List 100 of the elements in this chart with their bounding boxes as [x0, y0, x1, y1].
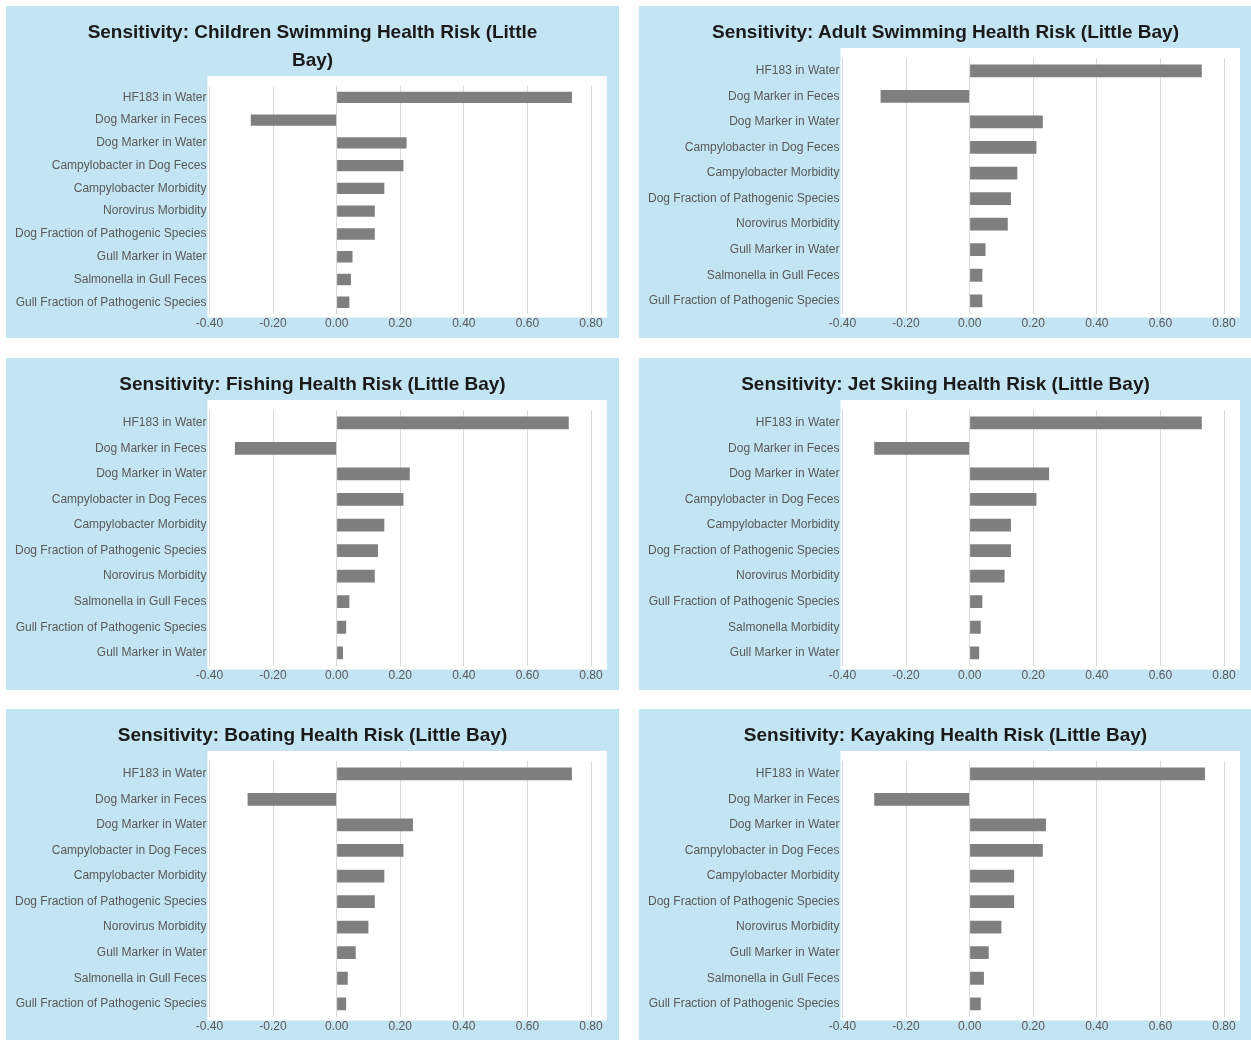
y-tick-label: Campylobacter in Dog Feces	[684, 139, 840, 154]
bar	[337, 228, 375, 240]
y-tick-label: Salmonella in Gull Feces	[73, 970, 207, 985]
y-tick-label: Gull Fraction of Pathogenic Species	[15, 996, 207, 1011]
x-tick-label: 0.80	[579, 1019, 603, 1034]
x-tick-label: -0.40	[195, 1019, 224, 1034]
x-tick-label: -0.20	[259, 668, 288, 683]
y-tick-label: Dog Marker in Feces	[728, 88, 840, 103]
x-tick-label: 0.00	[957, 668, 982, 683]
y-tick-label: Salmonella in Gull Feces	[706, 267, 840, 282]
x-tick-label: 0.20	[388, 316, 413, 331]
bar	[337, 620, 347, 634]
y-tick-label: HF183 in Water	[755, 766, 840, 781]
x-tick-label: -0.20	[259, 316, 288, 331]
bar	[970, 569, 1005, 583]
y-tick-label: Dog Marker in Feces	[95, 112, 207, 127]
x-tick-label: 0.20	[1021, 1019, 1046, 1034]
y-tick-label: Gull Marker in Water	[729, 242, 840, 257]
y-tick-label: Dog Marker in Feces	[728, 791, 840, 806]
bar	[337, 767, 572, 781]
bar	[970, 141, 1037, 154]
x-tick-label: 0.00	[957, 1019, 982, 1034]
bar	[337, 159, 404, 172]
bar	[337, 646, 343, 660]
x-tick-label: 0.00	[957, 316, 982, 331]
chart-title: Sensitivity: Boating Health Risk (Little Bay)	[117, 723, 508, 747]
bar	[970, 844, 1043, 857]
bar	[970, 115, 1043, 129]
y-tick-label: Dog Marker in Water	[96, 817, 207, 832]
x-tick-label: 0.40	[452, 316, 476, 331]
bar	[337, 273, 351, 286]
bar	[250, 114, 337, 126]
y-tick-label: Norovirus Morbidity	[103, 919, 207, 934]
bar	[970, 620, 981, 634]
chart-title: Sensitivity: Adult Swimming Health Risk (Little Bay)	[712, 20, 1179, 44]
x-tick-label: 0.60	[515, 668, 540, 683]
x-tick-label: 0.80	[1212, 316, 1236, 331]
bar	[337, 569, 375, 583]
y-tick-label: Campylobacter in Dog Feces	[51, 842, 207, 857]
y-tick-label: HF183 in Water	[122, 766, 207, 781]
y-tick-label: Gull Marker in Water	[96, 945, 207, 960]
bar	[970, 971, 984, 985]
y-tick-label: Salmonella Morbidity	[728, 619, 840, 634]
bar	[337, 971, 348, 985]
bar	[337, 920, 369, 934]
bar	[970, 64, 1202, 78]
chart-title: Sensitivity: Children Swimming Health Risk (Little Bay)	[86, 20, 539, 72]
y-tick-label: Campylobacter Morbidity	[706, 165, 840, 180]
bar	[970, 416, 1202, 430]
y-tick-label: Campylobacter in Dog Feces	[51, 157, 207, 172]
y-tick-label: Campylobacter in Dog Feces	[51, 491, 207, 506]
x-tick-label: -0.40	[828, 668, 857, 683]
bar	[970, 192, 1011, 205]
bar	[337, 182, 385, 195]
bar	[970, 767, 1205, 781]
y-tick-label: Dog Fraction of Pathogenic Species	[647, 190, 840, 205]
y-tick-label: HF183 in Water	[755, 63, 840, 78]
y-tick-label: Dog Marker in Feces	[95, 440, 207, 455]
bar	[970, 268, 983, 282]
x-tick-label: 0.20	[388, 668, 413, 683]
bar	[337, 251, 353, 263]
bar	[234, 441, 337, 455]
x-tick-label: 0.40	[1085, 668, 1109, 683]
bar	[970, 818, 1046, 832]
y-tick-label: Dog Marker in Feces	[95, 791, 207, 806]
y-tick-label: Campylobacter Morbidity	[706, 517, 840, 532]
y-tick-label: Dog Marker in Water	[729, 817, 840, 832]
y-tick-label: Dog Fraction of Pathogenic Species	[647, 893, 840, 908]
x-tick-label: 0.20	[1021, 668, 1046, 683]
bar	[337, 493, 404, 506]
chart-title: Sensitivity: Kayaking Health Risk (Little Bay)	[743, 723, 1148, 747]
y-tick-label: Campylobacter in Dog Feces	[684, 842, 840, 857]
x-tick-label: 0.80	[1212, 1019, 1236, 1034]
y-tick-label: HF183 in Water	[122, 89, 207, 104]
x-tick-label: 0.60	[1148, 316, 1173, 331]
x-tick-label: 0.60	[515, 1019, 540, 1034]
y-tick-label: Gull Fraction of Pathogenic Species	[648, 996, 840, 1011]
x-tick-label: 0.60	[1148, 668, 1173, 683]
bar	[970, 544, 1011, 557]
bar	[970, 595, 983, 609]
x-tick-label: 0.40	[1085, 1019, 1109, 1034]
y-tick-label: Gull Marker in Water	[729, 645, 840, 660]
y-tick-label: Salmonella in Gull Feces	[73, 594, 207, 609]
bar	[970, 518, 1011, 532]
bar	[337, 416, 569, 430]
y-tick-label: HF183 in Water	[122, 415, 207, 430]
y-tick-label: Norovirus Morbidity	[736, 568, 840, 583]
bar	[970, 294, 983, 308]
bar	[880, 89, 970, 103]
x-tick-label: 0.00	[324, 316, 349, 331]
y-tick-label: Gull Fraction of Pathogenic Species	[648, 293, 840, 308]
y-tick-label: Campylobacter Morbidity	[73, 180, 207, 195]
bar	[337, 946, 356, 960]
bar	[874, 792, 970, 806]
x-tick-label: 0.60	[515, 316, 540, 331]
y-tick-label: Norovirus Morbidity	[736, 919, 840, 934]
bar	[970, 869, 1015, 883]
y-tick-label: Gull Marker in Water	[96, 249, 207, 264]
y-tick-label: Gull Fraction of Pathogenic Species	[15, 294, 207, 309]
x-tick-label: 0.20	[1021, 316, 1046, 331]
